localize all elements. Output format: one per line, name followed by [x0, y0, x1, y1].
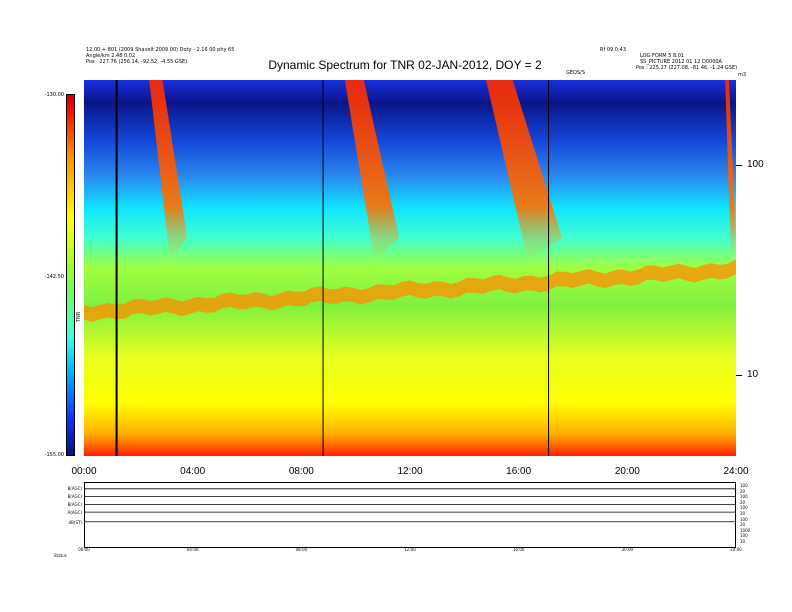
x-tick-label-6: 24:00 — [723, 466, 749, 477]
noise-band-layer — [84, 259, 736, 322]
burst-layer — [149, 80, 736, 261]
spectrogram-plot — [84, 80, 736, 456]
status-lines — [85, 488, 735, 523]
status-right-label-8: 1000 — [740, 527, 751, 533]
spectrogram-background — [84, 80, 736, 456]
y-axis-top-label: m3 — [738, 72, 747, 78]
status-right-label-2: 100 — [740, 494, 748, 500]
chart-title: Dynamic Spectrum for TNR 02-JAN-2012, DO… — [268, 58, 542, 72]
status-x-label-4: 16:00 — [512, 547, 525, 552]
burst-4 — [725, 80, 736, 261]
status-left-label-3: A(AGC) — [67, 510, 82, 515]
status-left-label-4: dB(ST) — [68, 520, 82, 525]
colorbar-tick-bottom: -155.00 — [44, 452, 64, 458]
status-x-label-1: 04:00 — [186, 547, 199, 552]
status-right-label-0: 100 — [740, 483, 748, 488]
colorbar — [66, 94, 75, 456]
status-x-label-0: 00:00 — [78, 547, 90, 552]
burst-3 — [486, 80, 563, 261]
status-right-label-6: 100 — [740, 516, 748, 522]
header-left-line-1: 12.00 + 801 (2009 Shavelt 2009 00) Doty … — [86, 47, 235, 53]
status-x-label-6: 24:00 — [730, 547, 742, 552]
x-tick-label-4: 16:00 — [506, 466, 532, 477]
status-left-label-2: B(AGC) — [67, 502, 82, 507]
header-right-line-3: SS_PICTURE 2012 01 12 D0000A — [640, 59, 722, 65]
header-left-line-2: Angle/km 2.48 0.02 — [86, 53, 136, 59]
x-tick-label-5: 20:00 — [614, 466, 640, 477]
top-marker: GEOS/S — [566, 70, 586, 76]
y-tick-label-0: 10 — [747, 368, 759, 380]
status-right-label-7: 20 — [740, 522, 746, 528]
x-tick-label-0: 00:00 — [71, 466, 97, 477]
colorbar-tick-top: -130.00 — [44, 92, 64, 98]
status-panel — [84, 482, 736, 548]
status-right-label-9: 100 — [740, 533, 748, 539]
status-right-label-1: 20 — [740, 488, 746, 494]
vertical-lines-layer — [115, 80, 550, 456]
header-right-line-1: Rf 09 0:43 — [600, 47, 627, 53]
y-tick-label-1: 100 — [747, 159, 764, 171]
header-left-line-3: Pos : 227.76 (256.14, -92.52, -4.55 GSE) — [86, 59, 188, 65]
status-right-label-4: 100 — [740, 505, 748, 511]
status-right-label-10: 10 — [740, 539, 746, 544]
header-right: Rf 09 0:43 LOG FORM 5 8.01 SS_PICTURE 20… — [600, 47, 737, 71]
status-left-label-0: B(AGC) — [67, 486, 82, 491]
x-tick-label-3: 12:00 — [397, 466, 423, 477]
status-footer-label: Status — [54, 553, 67, 558]
status-left-label-1: B(AGC) — [67, 494, 82, 499]
x-tick-label-2: 08:00 — [288, 466, 314, 477]
status-right-label-5: 20 — [740, 511, 746, 516]
burst-1 — [149, 80, 188, 261]
status-x-label-2: 08:00 — [295, 547, 308, 552]
y-tick-1 — [736, 165, 742, 167]
noise-band — [84, 259, 736, 322]
y-tick-0 — [736, 374, 742, 376]
status-x-label-3: 12:00 — [404, 547, 416, 552]
burst-2 — [344, 80, 400, 261]
colorbar-tick-mid: -142.50 — [44, 274, 64, 280]
header-right-line-2: LOG FORM 5 8.01 — [640, 53, 685, 59]
status-right-label-3: 20 — [740, 499, 746, 505]
header-right-line-4: Pos : 225.27 (227.08, -81.46, -1.24 GSE) — [636, 65, 738, 71]
x-tick-label-1: 04:00 — [180, 466, 206, 477]
header-left: 12.00 + 801 (2009 Shavelt 2009 00) Doty … — [86, 47, 234, 65]
status-x-label-5: 20:00 — [621, 547, 634, 552]
colorbar-side-label: TNR — [76, 311, 82, 322]
